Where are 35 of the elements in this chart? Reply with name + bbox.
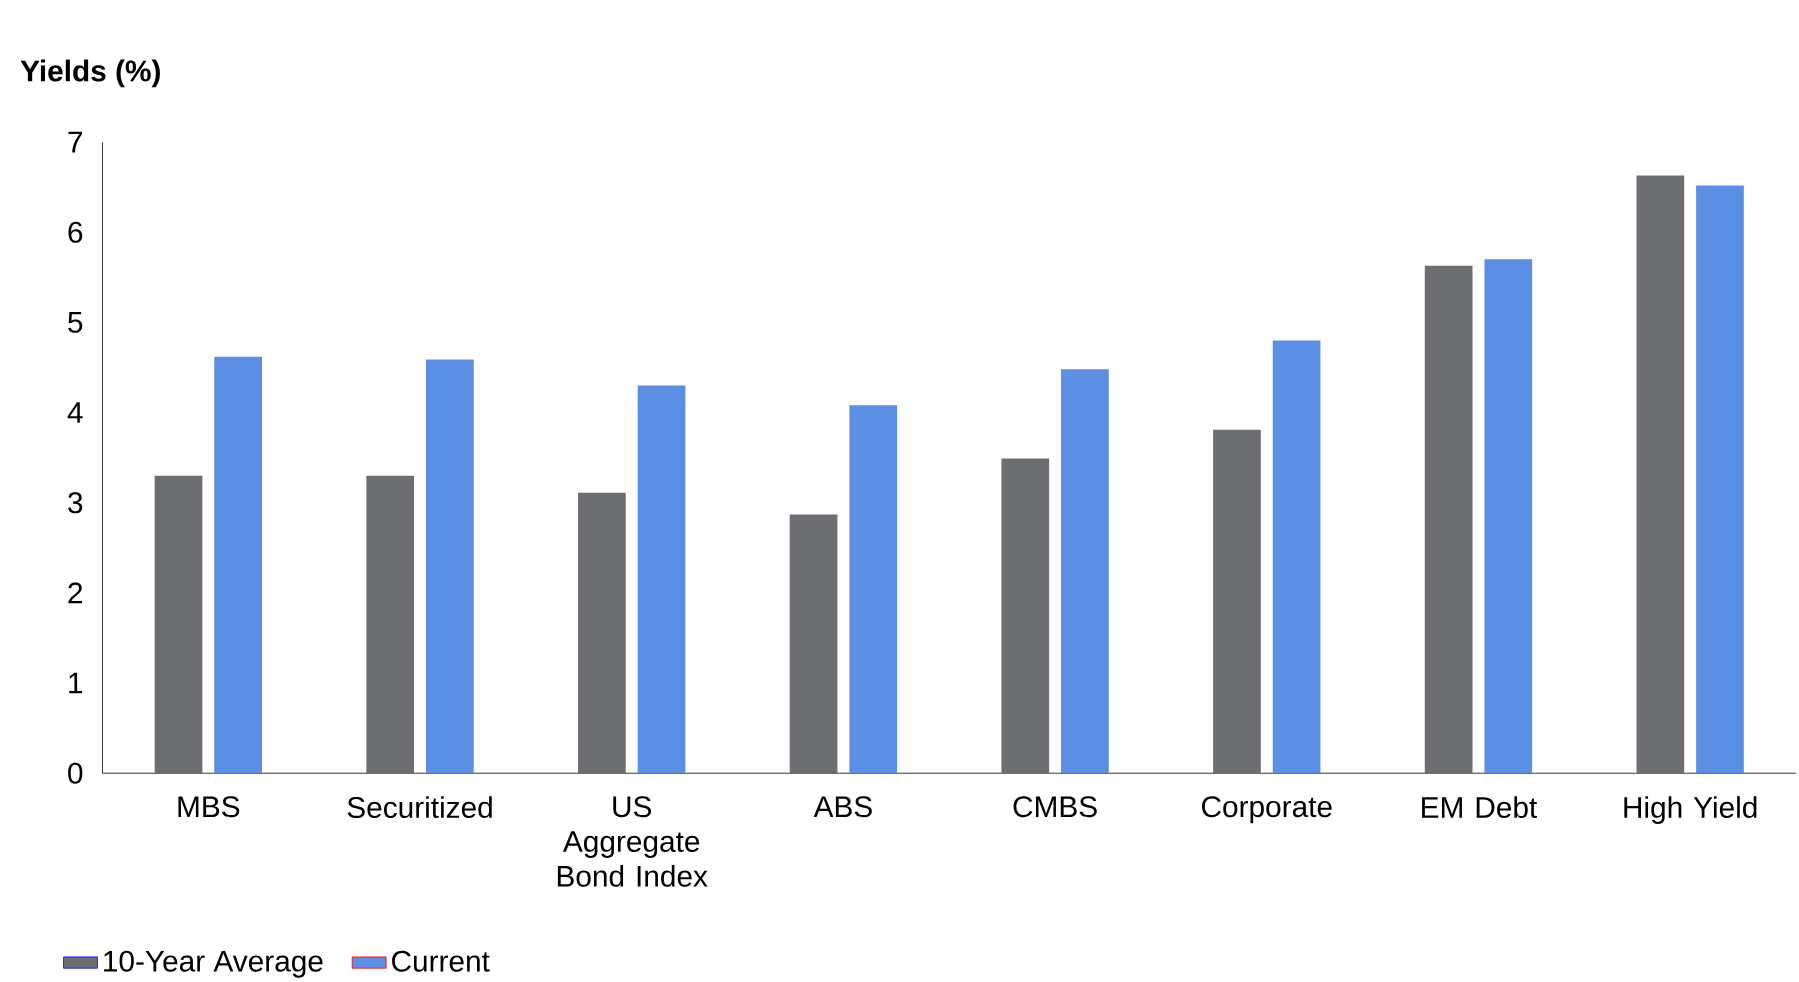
bar xyxy=(1424,265,1473,774)
y-axis-title: Yields (%) xyxy=(20,59,160,88)
y-tick-label: 3 xyxy=(68,492,83,514)
y-tick-label: 4 xyxy=(67,402,83,423)
bar xyxy=(366,475,415,774)
bar xyxy=(637,385,686,774)
bar xyxy=(1061,369,1109,774)
y-tick-label: 1 xyxy=(69,672,83,694)
bar xyxy=(1001,458,1050,774)
legend-label: 10-Year Average xyxy=(104,950,323,978)
bar xyxy=(1213,429,1261,774)
x-tick-label: EM Debt xyxy=(1422,795,1538,818)
bar xyxy=(425,359,474,774)
bar xyxy=(578,492,626,774)
bar xyxy=(214,356,262,774)
x-tick-label: ABS xyxy=(813,795,872,818)
x-tick-label: US Aggregate Bond Index xyxy=(557,795,708,887)
bar xyxy=(1484,259,1533,774)
y-tick-label: 5 xyxy=(68,311,83,333)
bar xyxy=(789,514,838,774)
x-tick-label: High Yield xyxy=(1624,795,1757,824)
bar xyxy=(849,405,898,774)
bar xyxy=(1636,175,1685,774)
y-tick-label: 7 xyxy=(68,131,83,153)
y-tick-label: 0 xyxy=(68,762,83,784)
x-tick-label: CMBS xyxy=(1013,795,1097,818)
bar xyxy=(154,475,203,774)
y-tick-label: 6 xyxy=(68,221,83,243)
y-tick-label: 2 xyxy=(68,582,83,604)
x-tick-label: MBS xyxy=(178,795,240,818)
bar xyxy=(1696,185,1744,774)
x-tick-label: Corporate xyxy=(1202,795,1332,823)
legend-label: Current xyxy=(392,950,490,972)
x-tick-label: Securitized xyxy=(347,795,492,818)
bar xyxy=(1272,340,1321,774)
